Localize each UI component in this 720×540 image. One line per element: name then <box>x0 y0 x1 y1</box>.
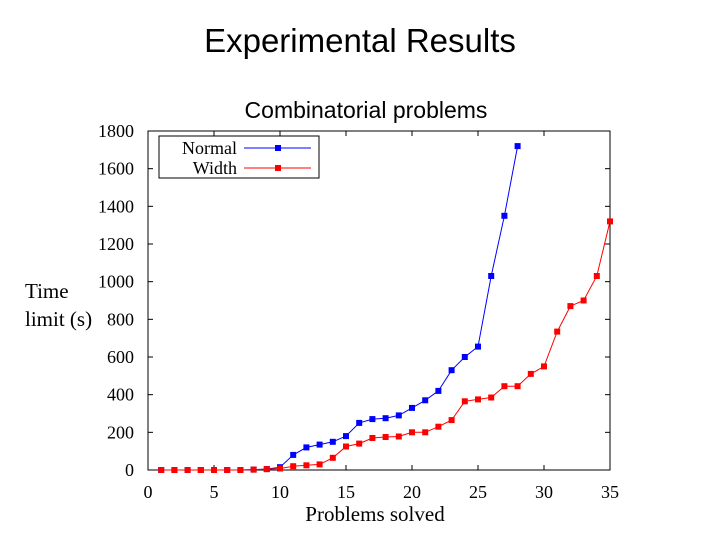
data-point-normal <box>461 354 468 360</box>
x-tick-label: 35 <box>601 482 619 502</box>
data-point-width <box>475 396 481 403</box>
data-point-width <box>290 463 297 470</box>
data-point-width <box>395 433 402 440</box>
x-tick-label: 5 <box>210 482 219 502</box>
data-point-width <box>158 467 165 473</box>
data-point-width <box>448 417 455 424</box>
data-point-normal <box>475 343 481 350</box>
plot-frame <box>147 130 611 471</box>
y-tick-label: 1000 <box>98 272 134 292</box>
data-point-width <box>356 440 363 447</box>
legend-marker-normal <box>275 145 281 151</box>
data-point-normal <box>290 451 297 458</box>
legend-label-normal: Normal <box>182 138 237 158</box>
data-point-width <box>422 429 429 436</box>
data-point-normal <box>488 273 495 279</box>
data-point-width <box>435 423 442 430</box>
data-point-width <box>237 467 244 473</box>
y-tick-label: 400 <box>107 385 134 405</box>
data-point-width <box>514 383 521 390</box>
y-tick-label: 1800 <box>98 121 134 141</box>
data-point-width <box>488 394 495 401</box>
series-line-width <box>161 221 611 471</box>
data-point-width <box>527 370 534 377</box>
y-tick-label: 1400 <box>98 196 134 216</box>
y-tick-label: 0 <box>125 460 134 480</box>
data-point-normal <box>343 433 349 440</box>
legend-box <box>158 135 320 179</box>
data-point-width <box>567 303 574 310</box>
data-point-width <box>607 218 613 225</box>
slide-title: Experimental Results <box>204 22 516 59</box>
chart-title: Combinatorial problems <box>244 97 488 123</box>
x-tick-label: 25 <box>469 482 487 502</box>
data-point-normal <box>501 212 508 219</box>
data-point-width <box>211 467 217 473</box>
data-point-normal <box>329 438 336 445</box>
y-axis-label: Time limit (s) <box>25 277 105 333</box>
data-point-normal <box>514 143 521 150</box>
x-tick-label: 30 <box>535 482 553 502</box>
data-point-width <box>501 383 508 390</box>
x-tick-label: 15 <box>337 482 355 502</box>
data-point-width <box>184 467 191 473</box>
x-axis-label: Problems solved <box>305 502 445 526</box>
x-tick-label: 20 <box>403 482 421 502</box>
data-point-width <box>329 454 336 461</box>
data-point-width <box>369 435 376 441</box>
data-point-width <box>303 462 310 469</box>
data-point-width <box>541 363 547 370</box>
data-point-width <box>593 273 600 279</box>
data-point-width <box>343 443 349 450</box>
data-point-normal <box>422 397 429 404</box>
data-point-normal <box>395 412 402 419</box>
data-point-normal <box>356 419 363 426</box>
data-point-normal <box>369 416 376 423</box>
data-point-normal <box>382 415 389 422</box>
data-point-normal <box>409 404 415 411</box>
data-point-width <box>316 461 323 468</box>
data-point-width <box>197 467 204 473</box>
legend-label-width: Width <box>193 158 237 178</box>
y-tick-label: 1600 <box>98 159 134 179</box>
data-point-width <box>580 297 587 304</box>
data-point-width <box>554 328 561 335</box>
y-axis-label-line-2: limit (s) <box>25 307 93 331</box>
data-point-normal <box>448 367 455 374</box>
y-axis-label-line-1: Time <box>25 279 69 303</box>
y-tick-label: 1200 <box>98 234 134 254</box>
data-point-width <box>263 466 270 473</box>
data-point-normal <box>435 387 442 394</box>
x-tick-label: 0 <box>144 482 153 502</box>
y-tick-label: 800 <box>107 309 134 329</box>
y-tick-label: 600 <box>107 347 134 367</box>
data-point-width <box>171 467 178 473</box>
data-point-width <box>461 398 468 405</box>
data-point-width <box>277 465 283 472</box>
series-line-normal <box>161 146 519 471</box>
data-point-normal <box>316 441 323 448</box>
x-tick-label: 10 <box>271 482 289 502</box>
data-point-normal <box>303 444 310 451</box>
y-tick-label: 200 <box>107 422 134 442</box>
data-point-width <box>409 429 415 436</box>
data-point-width <box>382 434 389 440</box>
legend-marker-width <box>275 165 281 171</box>
data-point-width <box>250 466 257 473</box>
data-point-width <box>224 467 231 473</box>
